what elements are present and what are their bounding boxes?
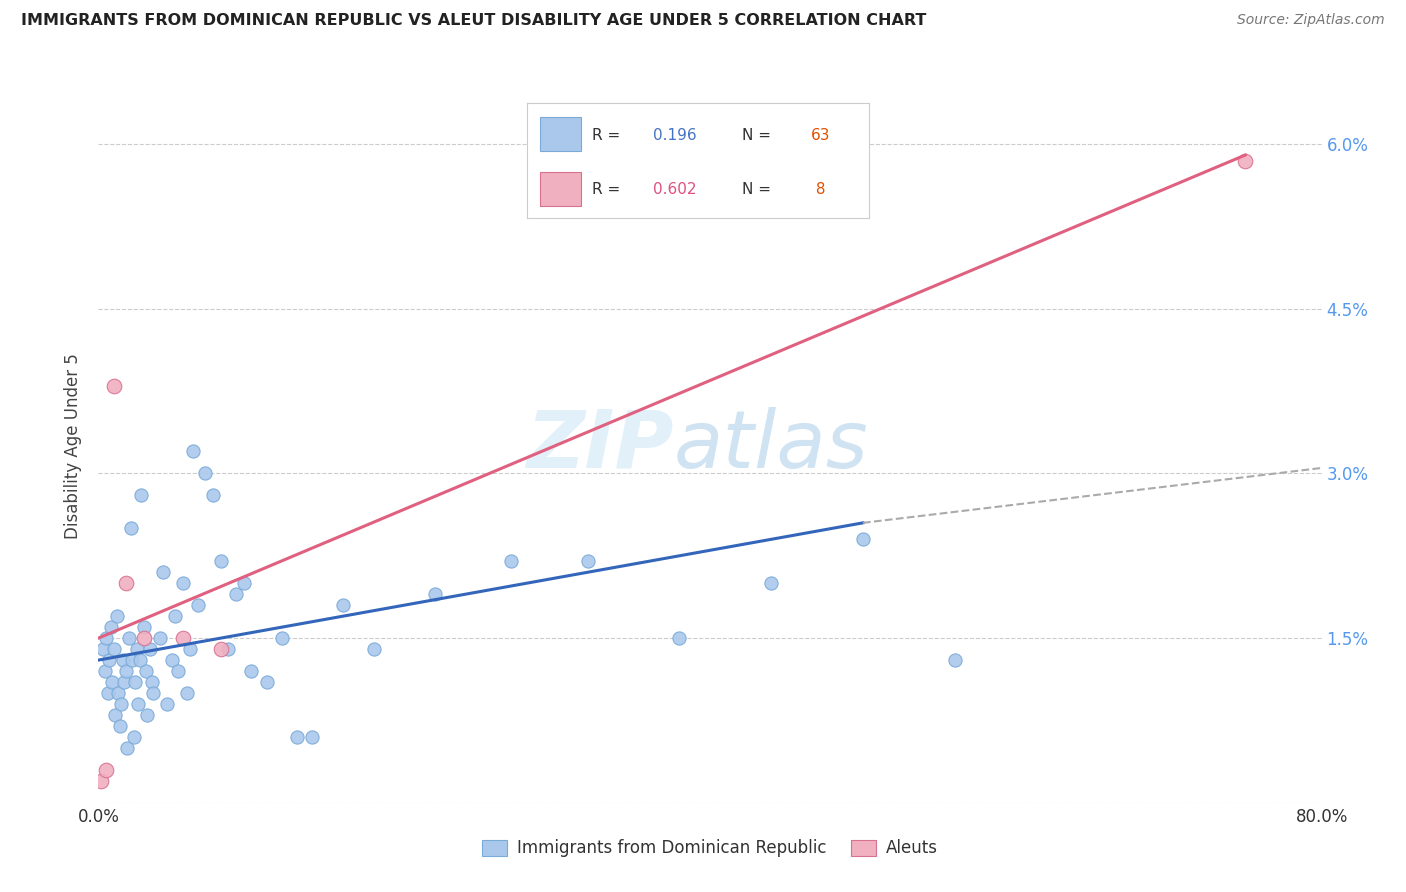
Point (176, 686, 198, 700)
Point (94, 631, 117, 645)
Point (576, 554, 599, 568)
Point (101, 675, 124, 690)
Point (120, 521, 142, 535)
Point (167, 664, 190, 678)
Point (202, 488, 225, 502)
Point (209, 642, 232, 657)
Point (103, 378, 125, 392)
Point (103, 642, 125, 657)
Point (104, 708, 127, 723)
Point (943, 653, 966, 667)
Point (217, 642, 239, 657)
Point (135, 664, 157, 678)
Point (136, 708, 159, 723)
Point (209, 554, 232, 568)
Point (111, 653, 134, 667)
Point (285, 730, 308, 744)
Point (105, 609, 128, 624)
Point (501, 554, 523, 568)
Point (156, 697, 179, 711)
Point (93, 664, 115, 678)
Point (363, 642, 385, 657)
Point (122, 730, 145, 744)
Point (115, 576, 138, 591)
Text: atlas: atlas (673, 407, 868, 485)
Point (121, 653, 143, 667)
Point (139, 642, 162, 657)
Point (112, 675, 135, 690)
Point (124, 675, 146, 690)
Point (761, 576, 783, 591)
Point (301, 730, 323, 744)
Point (163, 609, 186, 624)
Text: Source: ZipAtlas.com: Source: ZipAtlas.com (1237, 13, 1385, 28)
Point (172, 631, 194, 645)
Point (152, 566, 174, 580)
Point (127, 697, 149, 711)
Point (852, 533, 875, 547)
Y-axis label: Disability Age Under 5: Disability Age Under 5 (65, 353, 83, 539)
Point (129, 488, 152, 502)
Point (187, 598, 209, 612)
Point (91, 642, 114, 657)
Point (225, 587, 247, 601)
Point (256, 675, 278, 690)
Point (117, 740, 139, 755)
Point (125, 642, 148, 657)
Point (141, 675, 163, 690)
Point (110, 697, 132, 711)
Point (118, 631, 141, 645)
Point (108, 719, 131, 733)
Point (134, 631, 156, 645)
Point (98, 653, 121, 667)
Point (107, 686, 129, 700)
Point (172, 576, 194, 591)
Point (97, 686, 120, 700)
Point (94, 763, 117, 777)
Point (668, 631, 690, 645)
Point (149, 631, 172, 645)
Point (1234, 153, 1257, 168)
Point (194, 467, 217, 481)
Text: ZIP: ZIP (526, 407, 673, 485)
Point (232, 576, 254, 591)
Point (100, 620, 122, 634)
Text: IMMIGRANTS FROM DOMINICAN REPUBLIC VS ALEUT DISABILITY AGE UNDER 5 CORRELATION C: IMMIGRANTS FROM DOMINICAN REPUBLIC VS AL… (21, 13, 927, 29)
Legend: Immigrants from Dominican Republic, Aleuts: Immigrants from Dominican Republic, Aleu… (474, 831, 946, 866)
Point (332, 598, 354, 612)
Point (179, 642, 201, 657)
Point (181, 444, 204, 458)
Point (115, 664, 138, 678)
Point (134, 620, 156, 634)
Point (160, 653, 183, 667)
Point (142, 686, 165, 700)
Point (270, 631, 294, 645)
Point (423, 587, 446, 601)
Point (128, 653, 150, 667)
Point (240, 664, 263, 678)
Point (90, 773, 112, 788)
